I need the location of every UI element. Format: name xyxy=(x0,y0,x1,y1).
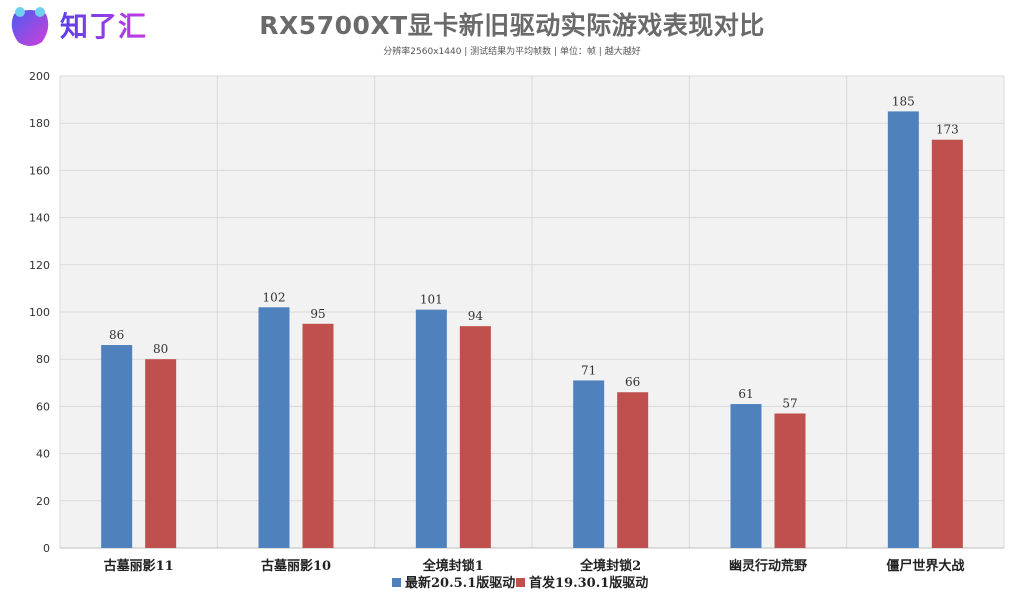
legend-label: 最新20.5.1版驱动 xyxy=(405,575,515,591)
bar-new-driver xyxy=(573,380,605,548)
data-label: 95 xyxy=(310,307,325,321)
legend-swatch xyxy=(392,578,401,587)
data-label: 185 xyxy=(892,94,915,108)
chart-subtitle: 分辨率2560x1440 | 测试结果为平均帧数 | 单位：帧 | 越大越好 xyxy=(383,47,641,57)
bar-new-driver xyxy=(415,309,447,548)
y-tick-label: 160 xyxy=(29,164,50,177)
bar-new-driver xyxy=(101,345,133,548)
bar-launch-driver xyxy=(931,139,963,548)
logo-text: 知了汇 xyxy=(60,10,148,43)
legend-swatch xyxy=(516,578,525,587)
bar-launch-driver xyxy=(774,413,806,548)
y-tick-label: 80 xyxy=(36,353,50,366)
data-label: 71 xyxy=(581,363,596,377)
x-tick-label: 全境封锁1 xyxy=(422,558,484,574)
chart-title: RX5700XT显卡新旧驱动实际游戏表现对比 xyxy=(259,11,765,40)
legend-label: 首发19.30.1版驱动 xyxy=(529,575,648,591)
data-label: 86 xyxy=(109,328,124,342)
logo-icon xyxy=(11,7,49,46)
y-tick-label: 200 xyxy=(29,70,50,83)
data-label: 66 xyxy=(625,375,640,389)
data-label: 61 xyxy=(738,387,753,401)
x-tick-label: 全境封锁2 xyxy=(579,558,641,574)
x-tick-label: 古墓丽影11 xyxy=(104,558,174,574)
data-label: 80 xyxy=(153,342,168,356)
data-label: 101 xyxy=(420,293,443,307)
y-tick-label: 100 xyxy=(29,306,50,319)
bar-new-driver xyxy=(258,307,290,548)
bar-launch-driver xyxy=(617,392,649,548)
data-label: 173 xyxy=(936,123,959,137)
y-tick-label: 0 xyxy=(43,542,50,555)
data-label: 94 xyxy=(468,309,484,323)
x-tick-label: 僵尸世界大战 xyxy=(886,558,964,574)
logo: 知了汇 xyxy=(6,4,166,50)
y-tick-label: 120 xyxy=(29,259,50,272)
bar-new-driver xyxy=(887,111,919,549)
bar-launch-driver xyxy=(459,326,491,548)
y-tick-label: 140 xyxy=(29,212,50,225)
bar-new-driver xyxy=(730,404,762,548)
data-label: 57 xyxy=(782,396,797,410)
y-tick-label: 40 xyxy=(36,448,50,461)
data-label: 102 xyxy=(263,290,286,304)
bar-launch-driver xyxy=(302,323,334,548)
x-tick-label: 古墓丽影10 xyxy=(261,558,331,574)
x-tick-label: 幽灵行动荒野 xyxy=(729,558,807,574)
y-tick-label: 180 xyxy=(29,117,50,130)
bar-launch-driver xyxy=(145,359,177,548)
y-tick-label: 60 xyxy=(36,400,50,413)
y-tick-label: 20 xyxy=(36,495,50,508)
